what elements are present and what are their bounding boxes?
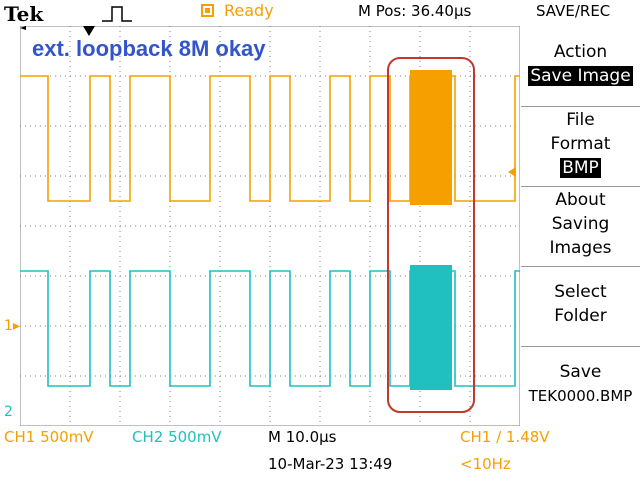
ch1-ground-marker: 1▸: [4, 318, 20, 334]
run-state-icon: [201, 4, 214, 17]
annotation-text: ext. loopback 8M okay: [32, 36, 266, 61]
trigger-position-icon: [83, 26, 95, 36]
trigger-setting: CH1 ∕ 1.48V: [460, 428, 550, 446]
ch2-scale: CH2 500mV: [132, 428, 222, 446]
ch1-scale: CH1 500mV: [4, 428, 94, 446]
select-folder-button[interactable]: Select Folder: [554, 282, 607, 326]
trigger-cursor: [20, 26, 26, 30]
side-menu: Action Save Image File Format BMP About …: [521, 26, 640, 426]
acquisition-status: Ready: [224, 1, 274, 20]
timebase: M 10.0µs: [268, 428, 337, 446]
trigger-frequency: <10Hz: [460, 455, 511, 473]
action-menu-button[interactable]: Action Save Image: [528, 42, 633, 86]
ch2-ground-marker: 2: [4, 404, 13, 420]
ch2-trace-burst: [410, 265, 452, 390]
file-format-menu-button[interactable]: File Format BMP: [550, 110, 611, 178]
ch1-trace-burst: [410, 70, 452, 205]
ch1-waveform: [20, 70, 520, 205]
menu-title: SAVE/REC: [536, 2, 611, 20]
save-button[interactable]: Save TEK0000.BMP: [528, 362, 633, 405]
datetime: 10-Mar-23 13:49: [268, 455, 393, 473]
waveform-display: [20, 26, 520, 426]
about-saving-images-button[interactable]: About Saving Images: [549, 190, 612, 258]
trigger-pulse-icon: [102, 6, 132, 22]
trigger-level-icon: [508, 167, 516, 177]
highlight-box: [387, 57, 475, 413]
brand-logo: Tek: [4, 2, 44, 26]
ch2-waveform: [20, 265, 520, 390]
horizontal-position: M Pos: 36.40µs: [358, 2, 472, 20]
